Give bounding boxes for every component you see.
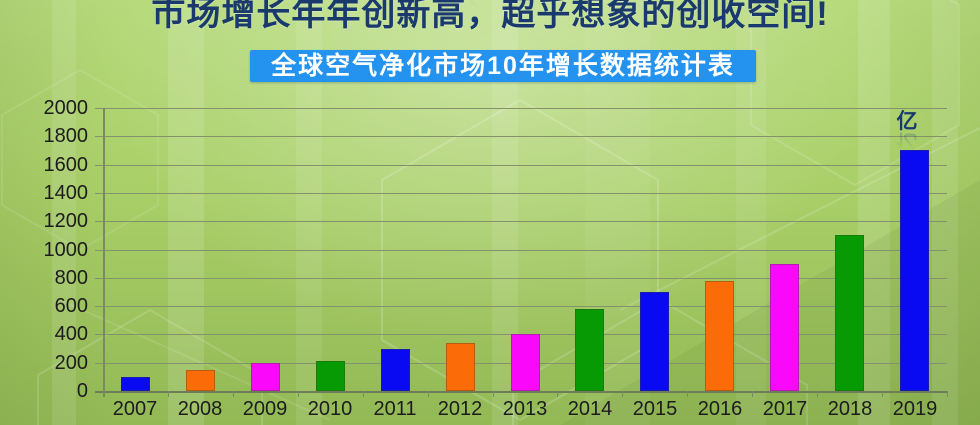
y-axis-label-800: 800 bbox=[54, 267, 88, 289]
gridline-0 bbox=[95, 391, 947, 393]
gridline-2000 bbox=[95, 108, 947, 109]
x-axis-label-2011: 2011 bbox=[373, 398, 417, 420]
x-axis-tick bbox=[622, 391, 623, 397]
x-axis-tick bbox=[557, 391, 558, 397]
x-axis-label-2010: 2010 bbox=[307, 398, 353, 420]
x-axis-tick bbox=[687, 391, 688, 397]
x-axis-tick bbox=[882, 391, 883, 397]
gridline-1600 bbox=[95, 165, 947, 166]
y-axis-label-1200: 1200 bbox=[43, 210, 89, 232]
slide-title: 市场增长年年创新高，超乎想象的创收空间! bbox=[151, 0, 829, 33]
gridline-1200 bbox=[95, 221, 947, 222]
bar-2009 bbox=[251, 363, 280, 391]
x-axis-label-2009: 2009 bbox=[242, 398, 288, 420]
gridline-600 bbox=[95, 306, 947, 307]
x-axis-tick bbox=[752, 391, 753, 397]
x-axis-label-2018: 2018 bbox=[827, 398, 873, 420]
bar-2008 bbox=[186, 370, 215, 391]
x-axis-tick bbox=[363, 391, 364, 397]
bar-2011 bbox=[381, 349, 410, 391]
bar-2016 bbox=[705, 281, 734, 391]
bar-2007 bbox=[121, 377, 150, 391]
gridline-1400 bbox=[95, 193, 947, 194]
bar-2010 bbox=[316, 361, 345, 391]
x-axis-label-2014: 2014 bbox=[567, 398, 613, 420]
y-axis-line bbox=[103, 108, 105, 397]
gridline-1800 bbox=[95, 136, 947, 137]
y-axis-label-0: 0 bbox=[76, 380, 88, 402]
x-axis-tick bbox=[168, 391, 169, 397]
bar-2015 bbox=[640, 292, 669, 391]
x-axis-label-2013: 2013 bbox=[502, 398, 548, 420]
bar-2013 bbox=[511, 334, 540, 391]
y-axis-label-600: 600 bbox=[54, 295, 88, 317]
x-axis-tick bbox=[298, 391, 299, 397]
y-axis-label-2000: 2000 bbox=[43, 97, 89, 119]
y-axis-label-1600: 1600 bbox=[43, 154, 89, 176]
bar-2014 bbox=[575, 309, 604, 391]
x-axis-label-2016: 2016 bbox=[697, 398, 743, 420]
x-axis-label-2007: 2007 bbox=[112, 398, 158, 420]
x-axis-label-2015: 2015 bbox=[632, 398, 678, 420]
gridline-800 bbox=[95, 278, 947, 279]
y-axis-label-1800: 1800 bbox=[43, 125, 89, 147]
x-axis-label-2012: 2012 bbox=[437, 398, 483, 420]
x-axis-tick bbox=[817, 391, 818, 397]
y-axis-label-1400: 1400 bbox=[43, 182, 89, 204]
unit-label: 亿 bbox=[896, 110, 918, 133]
bar-2012 bbox=[446, 343, 475, 391]
y-axis-label-1000: 1000 bbox=[43, 239, 89, 261]
subtitle-banner: 全球空气净化市场10年增长数据统计表 bbox=[250, 50, 756, 82]
x-axis-label-2019: 2019 bbox=[892, 398, 938, 420]
x-axis-tick bbox=[428, 391, 429, 397]
x-axis-label-2017: 2017 bbox=[762, 398, 808, 420]
x-axis-tick bbox=[493, 391, 494, 397]
x-axis-tick bbox=[233, 391, 234, 397]
bar-2019 bbox=[900, 150, 929, 391]
x-axis-tick bbox=[947, 391, 948, 397]
bar-2017 bbox=[770, 264, 799, 391]
y-axis-label-400: 400 bbox=[54, 323, 88, 345]
x-axis-label-2008: 2008 bbox=[177, 398, 223, 420]
gridline-1000 bbox=[95, 250, 947, 251]
y-axis-label-200: 200 bbox=[54, 352, 88, 374]
bar-2018 bbox=[835, 235, 864, 391]
